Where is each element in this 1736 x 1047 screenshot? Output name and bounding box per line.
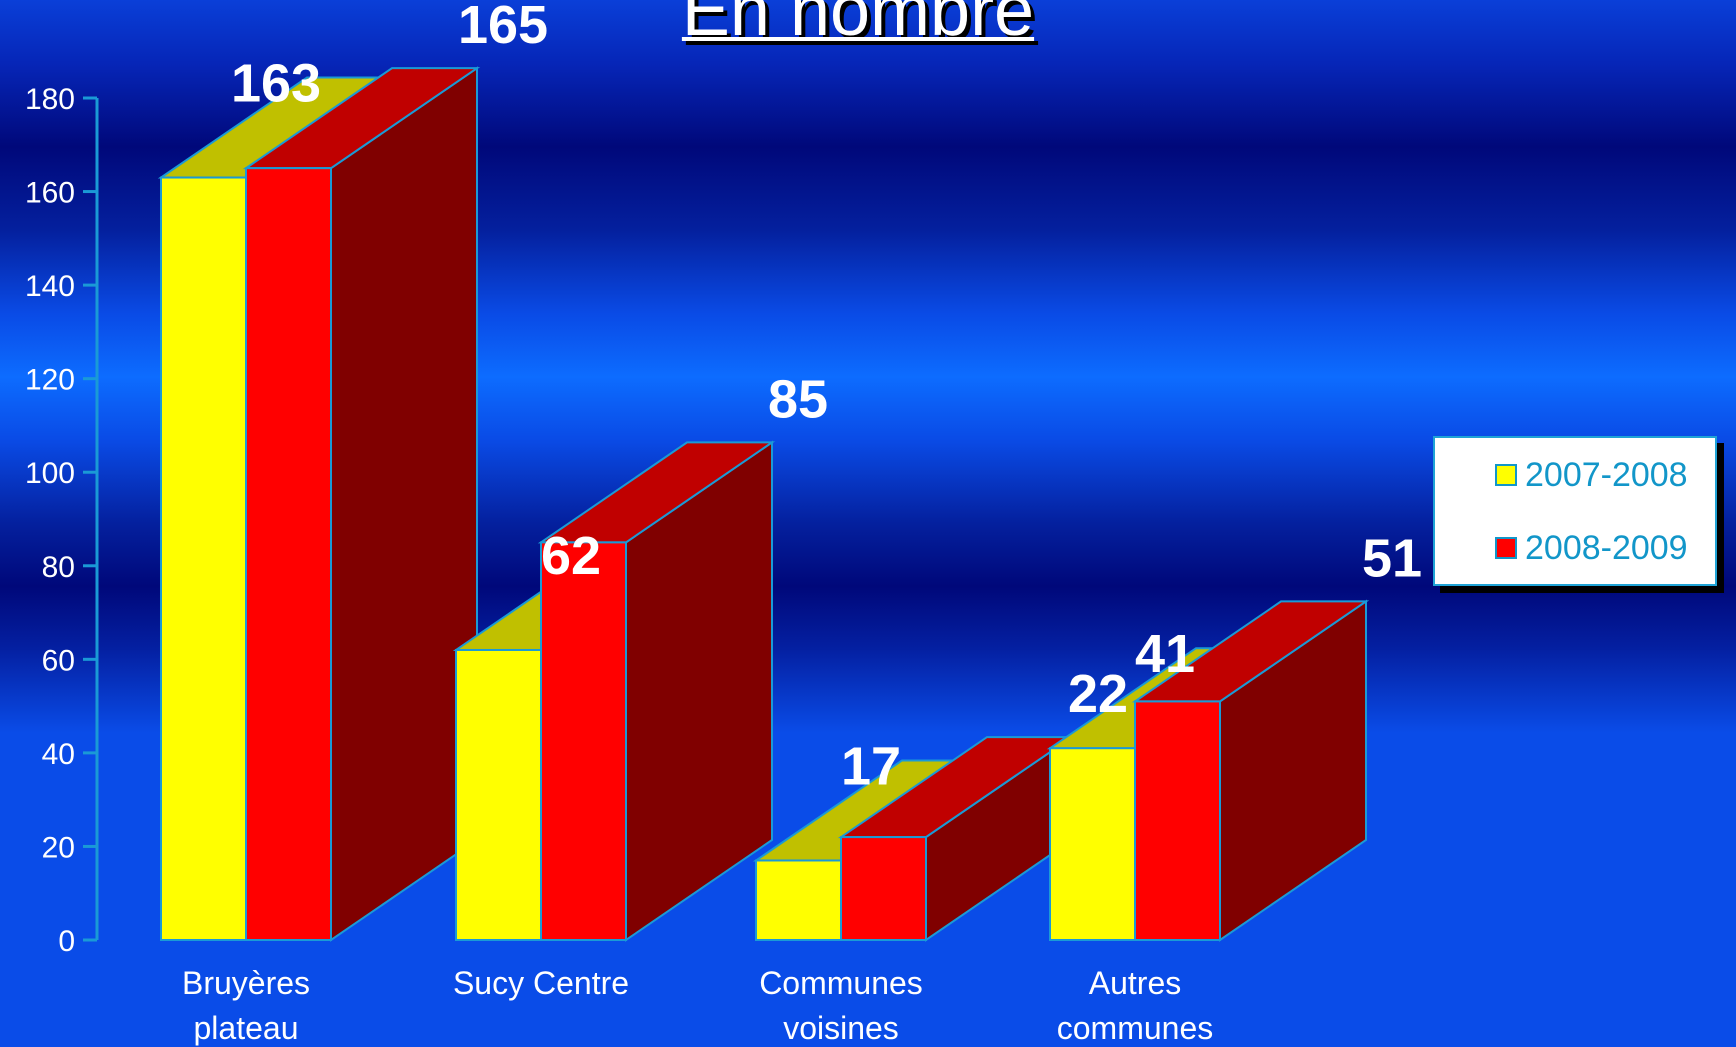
category-label: Autres communes [1057, 965, 1214, 1046]
bar-2008-2009 [540, 541, 627, 942]
category-labels: Bruyères plateau Sucy Centre Communes voisin… [182, 965, 1213, 1046]
category-label: Sucy Centre [453, 965, 629, 1001]
category-label: Communes voisines [759, 965, 923, 1046]
bars [157, 66, 1370, 942]
bar-2008-2009 [840, 836, 927, 941]
legend-swatch-red [1495, 537, 1517, 559]
bar-2007-2008 [1049, 747, 1136, 942]
y-axis: 0 20 40 60 80 100 120 140 160 180 [25, 83, 99, 958]
legend-label: 2007-2008 [1525, 455, 1688, 494]
legend-label: 2008-2009 [1525, 528, 1688, 567]
y-tick-label: 180 [25, 83, 75, 116]
y-tick-label: 140 [25, 270, 75, 303]
chart-title: En nombre [681, 0, 1035, 51]
y-tick-label: 120 [25, 364, 75, 397]
y-tick-label: 60 [42, 644, 75, 677]
category-label-line: Sucy Centre [453, 965, 629, 1001]
data-label-2007-2008: 62 [541, 526, 601, 586]
category-label-line: voisines [783, 1010, 899, 1046]
data-label-2008-2009: 165 [458, 0, 548, 55]
y-tick-label: 0 [58, 925, 75, 958]
category-label-line: Autres [1089, 965, 1181, 1001]
y-tick-label: 80 [42, 551, 75, 584]
legend-item-2008-2009: 2008-2009 [1495, 528, 1688, 568]
category-label-line: communes [1057, 1010, 1214, 1046]
bar-2007-2008 [755, 859, 842, 942]
data-label-2007-2008: 17 [841, 736, 901, 796]
legend-item-2007-2008: 2007-2008 [1495, 455, 1688, 495]
bar-2008-2009 [1134, 700, 1221, 942]
legend: 2007-2008 2008-2009 [1433, 436, 1717, 586]
y-tick-label: 40 [42, 738, 75, 771]
category-label-line: Bruyères [182, 965, 310, 1001]
category-label-line: Communes [759, 965, 923, 1001]
data-label-2008-2009: 51 [1362, 528, 1422, 588]
data-label-2008-2009: 22 [1068, 664, 1128, 724]
legend-swatch-yellow [1495, 464, 1517, 486]
y-tick-label: 160 [25, 177, 75, 210]
bar-2008-2009 [245, 167, 332, 941]
category-label-line: plateau [194, 1010, 299, 1046]
bar-2007-2008 [455, 648, 542, 941]
category-label: Bruyères plateau [182, 965, 310, 1046]
data-label-2007-2008: 41 [1135, 624, 1195, 684]
data-label-2007-2008: 163 [231, 54, 321, 114]
y-tick-label: 100 [25, 457, 75, 490]
bar-2007-2008 [160, 176, 247, 941]
y-tick-label: 20 [42, 831, 75, 864]
data-label-2008-2009: 85 [768, 369, 828, 429]
